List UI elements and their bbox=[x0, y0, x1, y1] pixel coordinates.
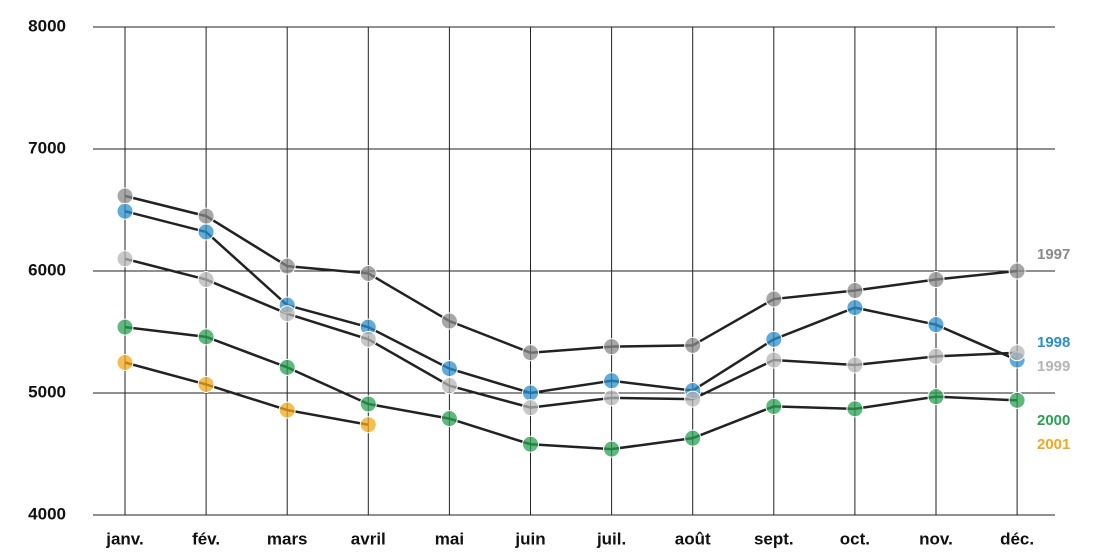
data-point bbox=[603, 440, 621, 458]
data-point bbox=[846, 400, 864, 418]
y-tick-label: 8000 bbox=[28, 16, 66, 35]
y-tick-label: 4000 bbox=[28, 504, 66, 523]
x-tick-label: août bbox=[675, 529, 711, 548]
data-point bbox=[927, 347, 945, 365]
data-point bbox=[278, 401, 296, 419]
legend-label: 2000 bbox=[1037, 412, 1070, 429]
y-tick-label: 7000 bbox=[28, 138, 66, 157]
series-line bbox=[124, 210, 1018, 395]
data-point bbox=[116, 318, 134, 336]
legend-label: 2001 bbox=[1037, 436, 1070, 453]
data-point bbox=[440, 360, 458, 378]
data-point bbox=[197, 223, 215, 241]
data-point bbox=[684, 336, 702, 354]
x-tick-label: mai bbox=[435, 529, 464, 548]
data-point bbox=[116, 250, 134, 268]
data-point bbox=[359, 264, 377, 282]
data-point bbox=[278, 358, 296, 376]
data-point bbox=[522, 384, 539, 402]
data-point bbox=[1008, 344, 1026, 362]
data-point bbox=[846, 356, 864, 374]
x-tick-label: juin bbox=[514, 529, 545, 548]
data-point bbox=[846, 299, 864, 317]
data-point bbox=[765, 290, 783, 308]
x-tick-label: sept. bbox=[754, 529, 794, 548]
y-tick-label: 6000 bbox=[28, 260, 66, 279]
data-point bbox=[765, 351, 783, 369]
data-point bbox=[522, 399, 539, 417]
data-point bbox=[1008, 262, 1026, 280]
data-point bbox=[522, 344, 539, 362]
series-line bbox=[124, 194, 1018, 355]
x-tick-label: janv. bbox=[105, 529, 143, 548]
series-line bbox=[124, 257, 1018, 409]
data-point bbox=[440, 377, 458, 395]
data-point bbox=[197, 207, 215, 225]
data-point bbox=[927, 316, 945, 334]
data-point bbox=[278, 305, 296, 323]
data-point bbox=[359, 395, 377, 413]
data-point bbox=[278, 257, 296, 275]
data-point bbox=[1008, 391, 1026, 409]
data-point bbox=[359, 330, 377, 348]
data-point bbox=[440, 312, 458, 330]
x-tick-label: oct. bbox=[840, 529, 870, 548]
data-point bbox=[927, 388, 945, 406]
legend-label: 1998 bbox=[1037, 334, 1070, 351]
legend-label: 1997 bbox=[1037, 246, 1070, 263]
x-tick-label: avril bbox=[351, 529, 386, 548]
data-point bbox=[927, 271, 945, 289]
data-point bbox=[765, 330, 783, 348]
data-point bbox=[197, 271, 215, 289]
data-point bbox=[359, 416, 377, 434]
data-point bbox=[684, 390, 702, 408]
x-tick-label: déc. bbox=[1000, 529, 1034, 548]
x-tick-label: fév. bbox=[192, 529, 220, 548]
legend-label: 1999 bbox=[1037, 358, 1070, 375]
x-tick-label: mars bbox=[267, 529, 308, 548]
y-tick-label: 5000 bbox=[28, 382, 66, 401]
data-point bbox=[116, 202, 134, 220]
x-tick-label: juil. bbox=[596, 529, 626, 548]
data-point bbox=[116, 187, 134, 205]
series-line bbox=[124, 361, 369, 426]
data-point bbox=[197, 328, 215, 346]
data-point bbox=[116, 354, 134, 371]
data-point bbox=[846, 282, 864, 300]
data-point bbox=[603, 338, 621, 356]
data-point bbox=[197, 375, 215, 393]
series-line bbox=[124, 325, 1018, 451]
data-point bbox=[440, 410, 458, 428]
data-point bbox=[603, 372, 621, 390]
x-tick-label: nov. bbox=[919, 529, 953, 548]
data-point bbox=[765, 397, 783, 415]
data-point bbox=[603, 389, 621, 407]
data-point bbox=[684, 429, 702, 447]
data-point bbox=[522, 435, 539, 453]
